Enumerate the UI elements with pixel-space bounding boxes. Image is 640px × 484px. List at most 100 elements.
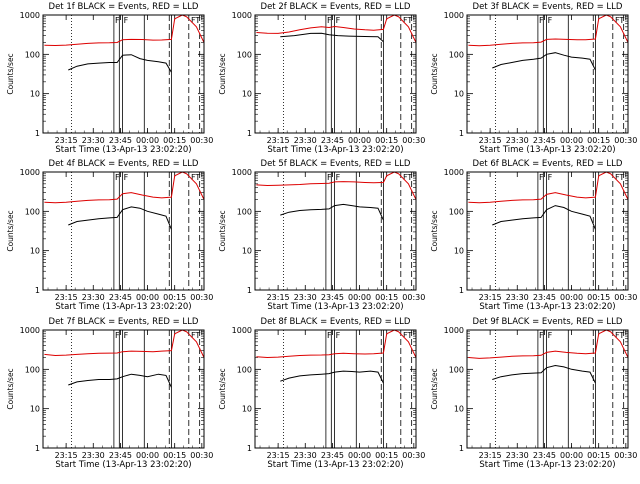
flag-label: FT [191,16,200,25]
y-tick-label: 10 [242,90,252,99]
flag-label: F [327,16,332,25]
y-tick-label: 1 [459,129,464,138]
y-axis-label: Counts/sec [6,210,15,251]
series-line-events [68,54,172,73]
y-tick-label: 100 [449,365,464,374]
flag-label: F [327,331,332,340]
y-tick-label: 100 [25,50,40,59]
flag-label: F [124,331,129,340]
flag-label: FT [403,173,412,182]
x-tick-label: 23:15 [55,136,78,145]
series-line-lld [468,172,628,204]
y-tick-label: 10 [30,90,40,99]
x-tick-label: 23:15 [267,293,290,302]
x-tick-label: 23:15 [479,136,502,145]
x-axis-label: Start Time (13-Apr-13 23:02:20) [55,302,191,312]
y-tick-label: 10 [454,247,464,256]
x-tick-label: 00:15 [375,451,398,460]
y-axis-label: Counts/sec [218,53,227,94]
y-tick-label: 1 [459,286,464,295]
x-tick-label: 23:30 [294,293,317,302]
x-tick-label: 23:30 [82,293,105,302]
panel-det-9f: Det 9f BLACK = Events, RED = LLD 1 10 100 10… [430,317,637,470]
series-line-lld [468,15,628,47]
flag-label: FT [191,331,200,340]
flag-label: F [548,16,553,25]
y-tick-label: 1 [35,129,40,138]
panel-title: Det 9f BLACK = Events, RED = LLD [473,317,623,327]
flag-label: FT [403,331,412,340]
x-tick-label: 00:00 [348,136,371,145]
y-axis-label: Counts/sec [430,368,439,409]
x-tick-label: 23:30 [82,136,105,145]
x-tick-label: 00:00 [136,136,159,145]
y-tick-label: 1000 [232,11,252,20]
x-tick-label: 00:00 [560,451,583,460]
series-line-events [492,52,596,71]
plot-frame [42,171,205,291]
panel-det-6f: Det 6f BLACK = Events, RED = LLD 1 10 100 10… [430,159,637,312]
panel-title: Det 2f BLACK = Events, RED = LLD [261,2,411,12]
panel-det-5f: Det 5f BLACK = Events, RED = LLD 1 10 100 10… [218,159,425,312]
flag-label: F [327,173,332,182]
x-tick-label: 00:00 [348,293,371,302]
plot-frame [254,171,417,291]
y-axis-label: Counts/sec [218,368,227,409]
panel-det-7f: Det 7f BLACK = Events, RED = LLD 1 10 100 10… [6,317,213,470]
series-line-events [492,205,596,230]
x-tick-label: 23:30 [82,451,105,460]
y-axis-label: Counts/sec [6,53,15,94]
panel-det-1f: Det 1f BLACK = Events, RED = LLD 1 10 100 10… [6,2,213,155]
x-tick-label: 00:15 [163,293,186,302]
y-axis-label: Counts/sec [430,210,439,251]
y-tick-label: 1 [247,129,252,138]
series-line-events [68,373,172,388]
series-line-events [280,203,384,221]
flag-label: F [115,173,120,182]
series-line-lld [256,172,416,200]
y-tick-label: 1000 [232,326,252,335]
plot-frame [466,171,629,291]
y-tick-label: 10 [30,247,40,256]
y-tick-label: 10 [242,247,252,256]
panel-det-4f: Det 4f BLACK = Events, RED = LLD 1 10 100 10… [6,159,213,312]
x-tick-label: 00:15 [587,136,610,145]
x-tick-label: 23:45 [109,136,132,145]
flag-label: FT [191,173,200,182]
x-tick-label: 23:15 [479,293,502,302]
y-tick-label: 10 [30,405,40,414]
flag-label: F [539,173,544,182]
y-tick-label: 1000 [20,326,40,335]
y-tick-label: 1 [459,444,464,453]
x-tick-label: 00:30 [190,136,213,145]
flag-label: FT [615,331,624,340]
x-tick-label: 00:15 [587,451,610,460]
x-tick-label: 00:15 [375,293,398,302]
panel-title: Det 8f BLACK = Events, RED = LLD [261,317,411,327]
panel-det-3f: Det 3f BLACK = Events, RED = LLD 1 10 100 10… [430,2,637,155]
flag-label: F [548,173,553,182]
panel-title: Det 7f BLACK = Events, RED = LLD [49,317,199,327]
series-line-lld [256,15,416,43]
x-tick-label: 00:30 [614,136,637,145]
flag-label: F [336,331,341,340]
flag-label: F [548,331,553,340]
panel-title: Det 4f BLACK = Events, RED = LLD [49,159,199,169]
x-tick-label: 23:30 [506,451,529,460]
y-axis-label: Counts/sec [218,210,227,251]
x-tick-label: 00:30 [614,451,637,460]
x-axis-label: Start Time (13-Apr-13 23:02:20) [267,460,403,470]
flag-label: F [336,173,341,182]
plot-frame [466,329,629,449]
x-tick-label: 00:00 [136,293,159,302]
series-line-lld [468,330,628,359]
plot-frame [254,329,417,449]
x-tick-label: 23:15 [55,451,78,460]
x-tick-label: 23:30 [294,451,317,460]
flag-label: F [539,331,544,340]
y-tick-label: 1 [35,286,40,295]
x-tick-label: 23:45 [109,451,132,460]
x-tick-label: 23:30 [506,136,529,145]
plot-frame [466,14,629,134]
